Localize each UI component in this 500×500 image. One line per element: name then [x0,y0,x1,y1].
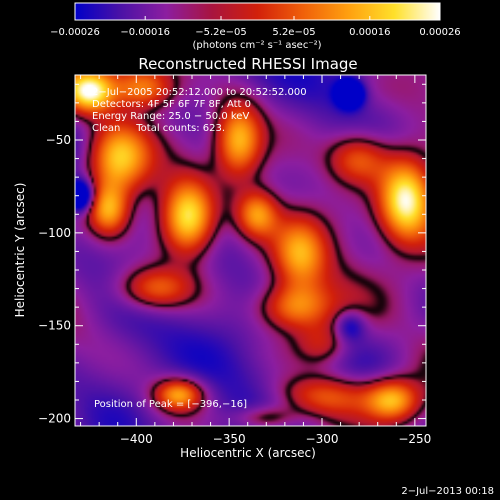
plot-frame [74,74,427,427]
x-axis-label: Heliocentric X (arcsec) [180,446,316,460]
colorbar-unit-label: (photons cm⁻² s⁻¹ asec⁻²) [192,40,321,51]
y-tick-label: −200 [38,412,71,426]
chart-title: Reconstructed RHESSI Image [138,55,357,73]
heatmap-image [75,75,426,426]
annotation-clean: Clean Total counts: 623. [92,123,225,134]
colorbar-tick-label: −5.2e−05 [195,27,247,38]
colorbar-tick-label: −0.00026 [50,27,100,38]
annotation-time: 2−Jul−2005 20:52:12.000 to 20:52:52.000 [92,87,307,98]
annotation-energy: Energy Range: 25.0 − 50.0 keV [92,111,249,122]
x-tick-label: −300 [306,432,339,446]
annotation-peak: Position of Peak = [−396,−16] [94,399,247,410]
y-tick-label: −150 [38,319,71,333]
y-tick-label: −100 [38,226,71,240]
y-axis-label: Heliocentric Y (arcsec) [13,183,27,318]
axis-ticks: −400 −350 −300 −250 −50 −100 −150 −200 [38,75,431,446]
colorbar [74,2,441,21]
colorbar-ticks: −0.00026 −0.00016 −5.2e−05 5.2e−05 0.00016 0.… [50,16,461,38]
colorbar-tick-label: 0.00026 [419,27,460,38]
x-tick-label: −400 [120,432,153,446]
footer-timestamp: 2−Jul−2013 00:18 [401,486,494,497]
x-tick-label: −350 [213,432,246,446]
x-tick-label: −250 [398,432,431,446]
colorbar-tick-label: 0.00016 [349,27,390,38]
colorbar-tick-label: 5.2e−05 [272,27,315,38]
y-tick-label: −50 [46,133,71,147]
annotation-detectors: Detectors: 4F 5F 6F 7F 8F, Att 0 [92,99,251,110]
colorbar-tick-label: −0.00016 [120,27,170,38]
